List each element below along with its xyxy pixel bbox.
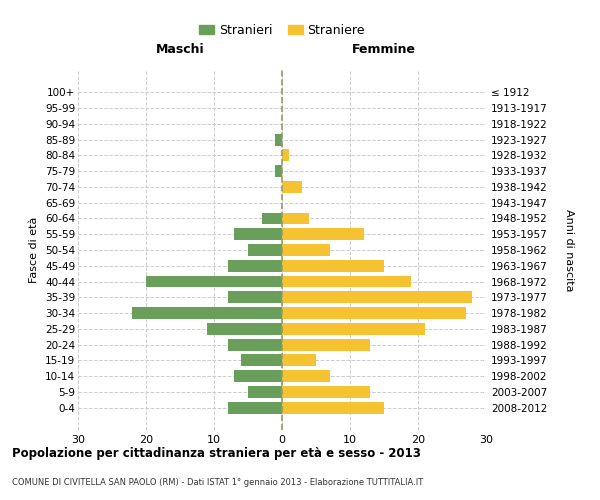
- Bar: [275, 134, 282, 145]
- Text: Popolazione per cittadinanza straniera per età e sesso - 2013: Popolazione per cittadinanza straniera p…: [12, 448, 421, 460]
- Y-axis label: Anni di nascita: Anni di nascita: [564, 209, 574, 291]
- Bar: [235, 228, 282, 240]
- Bar: [282, 338, 370, 350]
- Bar: [282, 354, 316, 366]
- Y-axis label: Fasce di età: Fasce di età: [29, 217, 40, 283]
- Bar: [282, 212, 309, 224]
- Bar: [227, 260, 282, 272]
- Bar: [282, 244, 329, 256]
- Bar: [262, 212, 282, 224]
- Bar: [241, 354, 282, 366]
- Bar: [133, 307, 282, 319]
- Text: Maschi: Maschi: [155, 42, 205, 56]
- Bar: [207, 323, 282, 335]
- Bar: [227, 402, 282, 413]
- Text: COMUNE DI CIVITELLA SAN PAOLO (RM) - Dati ISTAT 1° gennaio 2013 - Elaborazione T: COMUNE DI CIVITELLA SAN PAOLO (RM) - Dat…: [12, 478, 423, 487]
- Bar: [227, 292, 282, 303]
- Bar: [248, 244, 282, 256]
- Bar: [282, 292, 472, 303]
- Bar: [146, 276, 282, 287]
- Bar: [282, 260, 384, 272]
- Bar: [282, 307, 466, 319]
- Bar: [282, 323, 425, 335]
- Bar: [282, 370, 329, 382]
- Bar: [282, 150, 289, 162]
- Bar: [282, 228, 364, 240]
- Bar: [282, 402, 384, 413]
- Bar: [282, 181, 302, 193]
- Text: Femmine: Femmine: [352, 42, 416, 56]
- Bar: [282, 386, 370, 398]
- Bar: [275, 165, 282, 177]
- Bar: [282, 276, 411, 287]
- Bar: [248, 386, 282, 398]
- Bar: [227, 338, 282, 350]
- Legend: Stranieri, Straniere: Stranieri, Straniere: [194, 18, 370, 42]
- Bar: [235, 370, 282, 382]
